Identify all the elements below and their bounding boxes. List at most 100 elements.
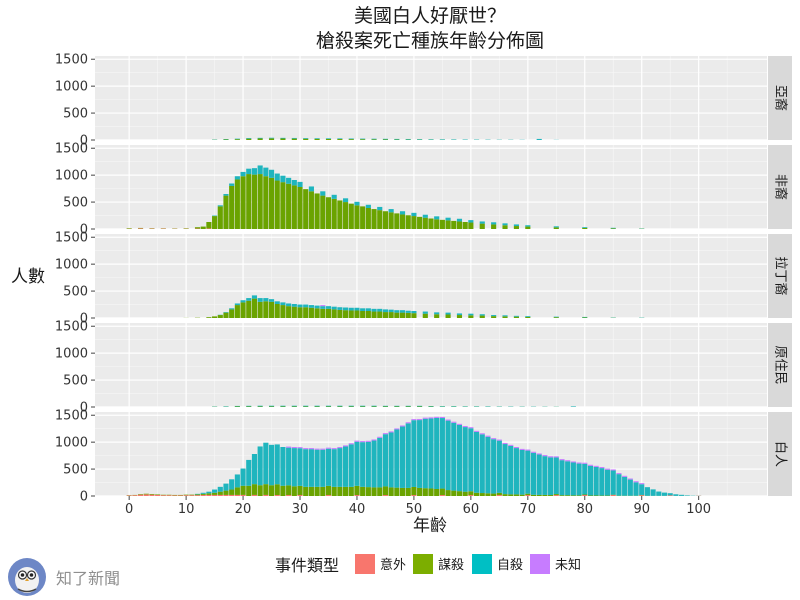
- bar-segment: [337, 448, 343, 487]
- bar-segment: [194, 495, 201, 496]
- facet-strip: [768, 145, 792, 229]
- bar-segment: [451, 421, 457, 423]
- bar-segment: [525, 225, 531, 227]
- bar-segment: [331, 309, 337, 318]
- bar-segment: [422, 488, 428, 496]
- facet-panel-4: 0 500 1000 1500 白人: [55, 409, 792, 505]
- bar-segment: [268, 444, 275, 486]
- legend-label: 意外: [380, 557, 406, 573]
- bar-segment: [240, 494, 246, 496]
- bar-segment: [320, 305, 326, 307]
- bar-segment: [360, 206, 366, 229]
- bar-segment: [200, 492, 206, 494]
- bar-segment: [234, 405, 240, 407]
- bar-segment: [268, 169, 275, 178]
- bar-segment: [382, 309, 389, 313]
- bar-segment: [604, 468, 611, 470]
- bar-segment: [268, 406, 275, 407]
- bar-segment: [382, 211, 389, 229]
- bar-segment: [513, 226, 519, 229]
- bar-segment: [320, 448, 326, 450]
- bar-segment: [223, 483, 229, 491]
- bar-segment: [377, 206, 383, 211]
- bar-segment: [371, 487, 377, 496]
- bar-segment: [399, 425, 406, 427]
- facet-strip: [768, 56, 792, 140]
- bar-segment: [388, 212, 394, 229]
- bar-segment: [456, 221, 463, 229]
- facet-strip-label: 亞裔: [773, 85, 789, 111]
- bar-segment: [320, 486, 326, 496]
- bar-segment: [331, 449, 337, 487]
- bar-segment: [439, 418, 445, 489]
- bar-segment: [257, 298, 263, 302]
- bar-segment: [365, 487, 371, 496]
- bar-segment: [183, 495, 189, 496]
- bar-segment: [371, 209, 377, 229]
- bar-segment: [354, 201, 360, 206]
- bar-segment: [536, 453, 542, 455]
- bar-segment: [291, 405, 297, 407]
- bar-segment: [343, 307, 349, 311]
- bar-segment: [445, 220, 451, 229]
- bar-segment: [525, 495, 531, 496]
- bar-segment: [371, 311, 377, 318]
- bar-segment: [382, 312, 389, 318]
- bar-segment: [388, 312, 394, 318]
- bar-segment: [473, 492, 480, 496]
- bar-segment: [240, 176, 246, 229]
- bar-segment: [268, 485, 275, 496]
- bar-segment: [582, 494, 588, 496]
- bar-segment: [251, 494, 258, 496]
- bar-segment: [297, 447, 303, 449]
- bar-segment: [314, 448, 320, 450]
- bar-segment: [513, 224, 519, 227]
- bar-segment: [246, 168, 252, 175]
- bar-segment: [291, 447, 297, 449]
- bar-segment: [320, 191, 326, 196]
- brand-name: 知了新聞: [56, 569, 121, 588]
- bar-segment: [616, 473, 622, 475]
- bar-segment: [229, 494, 235, 496]
- bar-segment: [246, 138, 252, 139]
- bar-segment: [365, 440, 371, 442]
- bar-segment: [593, 466, 599, 496]
- bar-segment: [348, 486, 354, 496]
- bar-segment: [212, 215, 218, 217]
- bar-segment: [348, 203, 354, 229]
- bar-segment: [491, 493, 497, 496]
- bar-segment: [479, 221, 485, 224]
- bar-segment: [189, 494, 195, 496]
- y-tick-label: 0: [80, 490, 88, 505]
- legend-swatch: [530, 554, 550, 574]
- bar-segment: [229, 479, 235, 490]
- bar-segment: [576, 463, 582, 496]
- bar-segment: [291, 138, 297, 140]
- bar-segment: [200, 494, 206, 496]
- bar-segment: [257, 446, 263, 486]
- bar-segment: [194, 494, 201, 496]
- y-tick-label: 500: [63, 374, 88, 389]
- bar-segment: [354, 440, 360, 442]
- bar-segment: [280, 138, 286, 140]
- bar-segment: [593, 495, 599, 496]
- bar-segment: [445, 217, 451, 221]
- y-tick-label: 500: [63, 285, 88, 300]
- bar-segment: [229, 183, 235, 186]
- bar-segment: [177, 495, 183, 496]
- bar-segment: [513, 494, 519, 496]
- bar-segment: [548, 457, 554, 496]
- bar-segment: [246, 405, 252, 407]
- bar-segment: [212, 494, 218, 496]
- y-tick-label: 1500: [55, 409, 88, 424]
- bar-segment: [257, 137, 263, 139]
- bar-segment: [320, 195, 326, 229]
- bar-segment: [291, 137, 297, 139]
- bar-segment: [405, 422, 411, 424]
- bar-segment: [491, 438, 497, 440]
- bar-segment: [382, 139, 389, 140]
- bar-segment: [348, 444, 354, 487]
- bar-segment: [405, 405, 411, 407]
- bar-segment: [667, 495, 673, 496]
- bar-segment: [268, 138, 275, 140]
